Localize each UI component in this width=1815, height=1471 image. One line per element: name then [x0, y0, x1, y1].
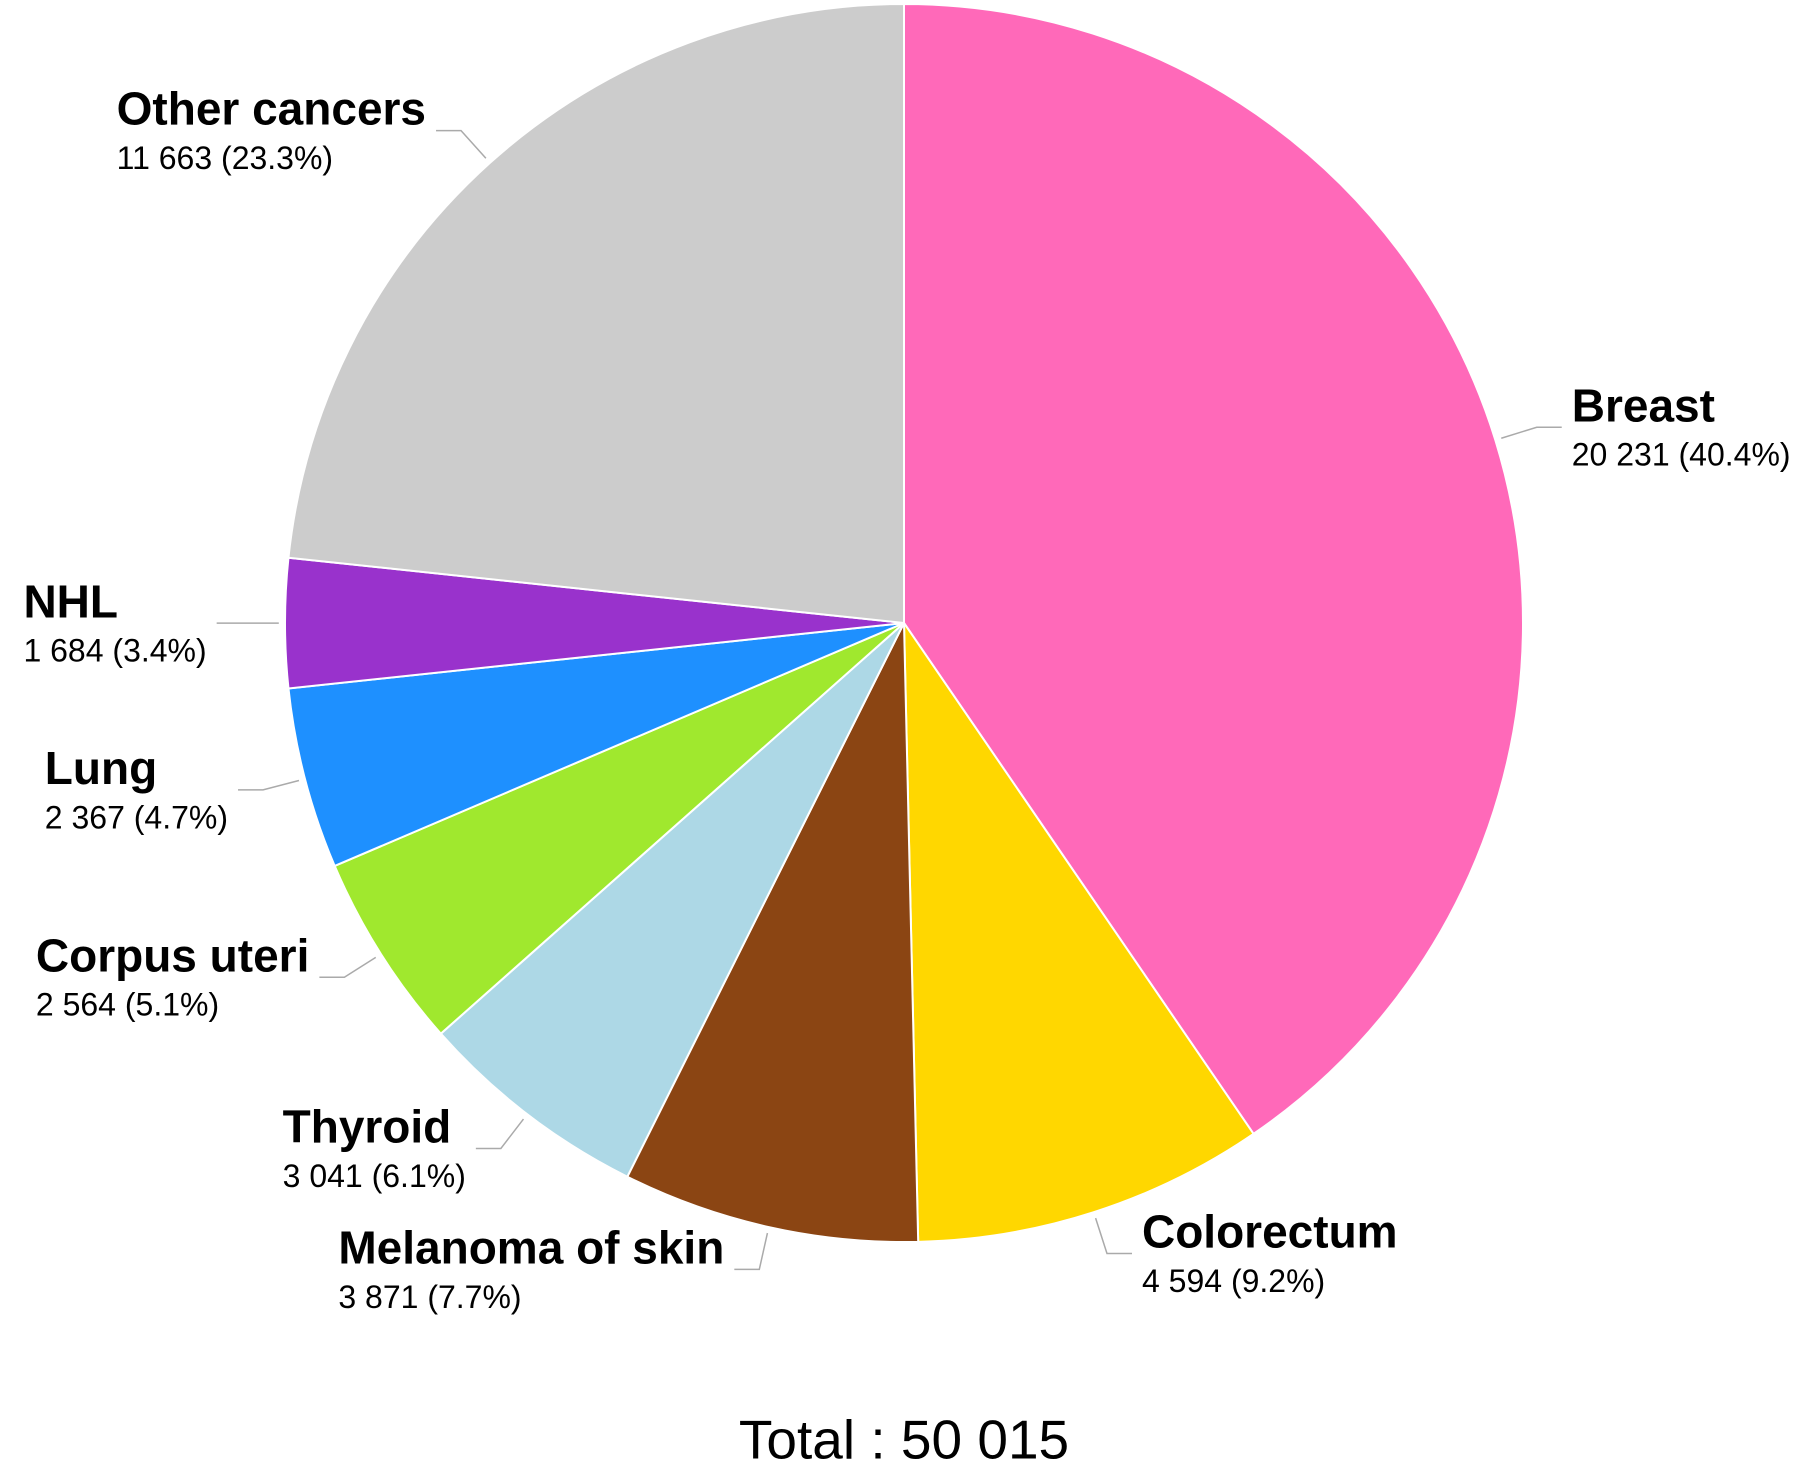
slice-value-label: 2 564 (5.1%) [36, 987, 219, 1023]
pie-slice [287, 2, 905, 625]
pie-slice [333, 622, 905, 1036]
leader-line [319, 956, 377, 979]
leader-line [475, 1118, 525, 1150]
slice-label: Corpus uteri [36, 929, 309, 981]
slice-label: Breast [1572, 379, 1715, 431]
slice-value-label: 4 594 (9.2%) [1142, 1263, 1325, 1299]
total-label: Total : 50 015 [739, 1409, 1069, 1471]
pie-slice [439, 622, 905, 1179]
leader-line [1501, 426, 1562, 439]
pie-slice [625, 622, 920, 1243]
slice-label: Other cancers [117, 83, 426, 135]
slice-label: Melanoma of skin [338, 1221, 724, 1273]
leader-line [734, 1232, 769, 1271]
slice-label: NHL [23, 575, 118, 627]
leader-line [1094, 1217, 1132, 1255]
pie-slice [902, 619, 1255, 1243]
slice-label: Colorectum [1142, 1206, 1398, 1258]
pie-slice [903, 2, 1524, 1136]
slice-value-label: 20 231 (40.4%) [1572, 437, 1791, 473]
leader-line [436, 129, 487, 159]
slice-value-label: 3 871 (7.7%) [338, 1279, 521, 1315]
slice-value-label: 11 663 (23.3%) [117, 140, 333, 176]
slice-value-label: 3 041 (6.1%) [283, 1158, 466, 1194]
pie-slice [287, 622, 905, 868]
slice-value-label: 1 684 (3.4%) [23, 633, 206, 669]
slice-label: Thyroid [283, 1101, 452, 1153]
leader-line [238, 779, 300, 791]
slice-label: Lung [45, 742, 157, 794]
slice-value-label: 2 367 (4.7%) [45, 799, 228, 835]
